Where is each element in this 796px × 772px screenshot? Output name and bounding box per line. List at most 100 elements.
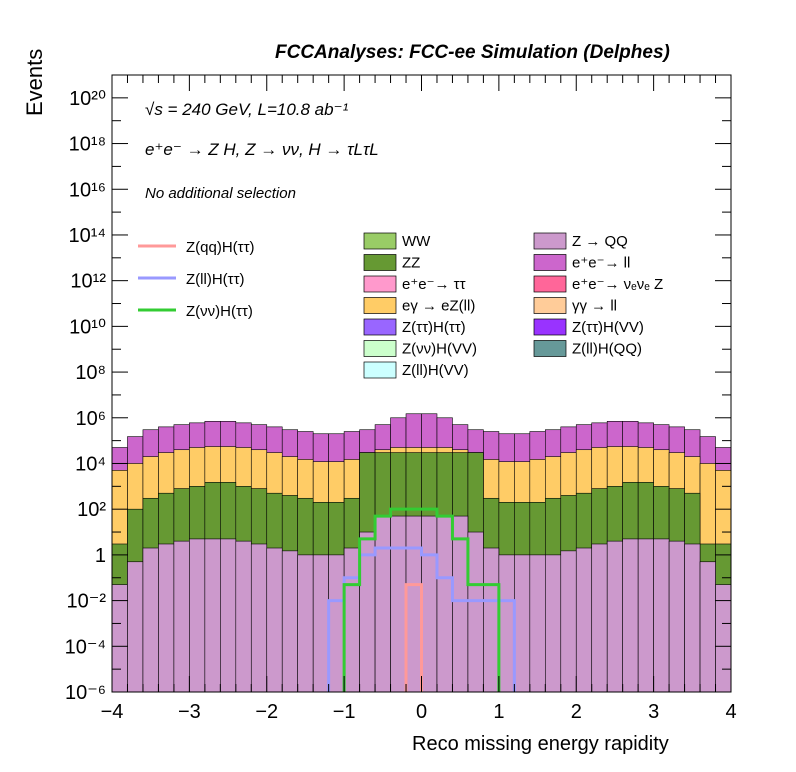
bin-Z_QQ <box>312 554 329 693</box>
legend-entry-Ztautau_HVV: Z(ττ)H(VV) <box>533 318 644 336</box>
legend-swatch <box>533 254 567 271</box>
legend-label: Z(ll)H(ττ) <box>186 271 245 288</box>
bin-Z_QQ <box>591 543 608 693</box>
bin-Z_QQ <box>606 540 623 693</box>
bin-Z_QQ <box>668 540 685 693</box>
process-annotation: e⁺e⁻ → Z H, Z → νν, H → τLτL <box>145 140 379 159</box>
legend-label: Z(νν)H(ττ) <box>186 303 253 320</box>
legend-label: ZZ <box>402 255 420 272</box>
legend-label: Z(ττ)H(ττ) <box>402 319 466 336</box>
bin-Z_QQ <box>575 547 593 693</box>
y-tick-label: 10⁴ <box>75 453 106 475</box>
bin-Z_QQ <box>158 543 175 693</box>
legend-swatch <box>363 361 397 379</box>
x-tick-label: −1 <box>333 701 356 723</box>
legend-line-Zll_Htautau: Z(ll)H(ττ) <box>138 271 245 288</box>
bin-Z_QQ <box>173 540 190 693</box>
bin-Z_QQ <box>328 554 345 693</box>
bin-Z_QQ <box>127 561 144 693</box>
y-tick-label: 10¹⁸ <box>69 134 106 156</box>
bin-Z_QQ <box>637 538 654 693</box>
x-tick-label: −2 <box>255 701 278 723</box>
bin-Z_QQ <box>266 547 283 693</box>
legend-line-Znunu_Htautau: Z(νν)H(ττ) <box>138 303 253 320</box>
bin-Z_QQ <box>281 550 299 693</box>
legend-entry-ee_nunuZ: e⁺e⁻→ νₑνₑ Z <box>533 275 663 293</box>
legend-swatch <box>363 254 397 271</box>
bin-Z_QQ <box>544 554 562 693</box>
y-tick-label: 10⁻⁴ <box>65 636 106 658</box>
tick-labels: −4 −3 −2 −1 0 1 2 3 4 10⁻⁶ 10⁻⁴ 10⁻² 1 10² 10⁴ 10⁶ 10⁸ 10… <box>65 88 737 723</box>
bin-Z_QQ <box>684 543 701 693</box>
bin-Z_QQ <box>142 547 159 693</box>
x-tick-label: −3 <box>178 701 201 723</box>
legend-swatch <box>533 318 567 336</box>
line-Zqq_Htautau <box>404 583 423 692</box>
path-Zqq_Htautau <box>404 583 423 692</box>
legend-label: Z(qq)H(ττ) <box>186 239 255 256</box>
legend-swatch <box>363 318 397 336</box>
bin-Z_QQ <box>560 550 577 693</box>
bin-Z_QQ <box>405 515 422 693</box>
x-tick-label: 3 <box>648 701 659 723</box>
legend-label: Z(νν)H(VV) <box>402 341 477 358</box>
y-tick-label: 10¹⁴ <box>69 225 107 247</box>
bin-Z_QQ <box>622 538 639 693</box>
bin-Z_QQ <box>220 538 237 693</box>
y-tick-label: 10²⁰ <box>69 88 106 110</box>
bin-Z_QQ <box>436 515 453 693</box>
y-tick-label: 10⁻² <box>67 591 107 613</box>
legend-label: e⁺e⁻→ ττ <box>402 276 466 293</box>
y-tick-label: 1 <box>95 545 106 567</box>
y-tick-label: 10⁻⁶ <box>65 682 106 704</box>
legend-swatch <box>533 275 567 293</box>
legend-entry-Zll_HVV: Z(ll)H(VV) <box>363 361 469 379</box>
legend-swatch <box>363 275 397 293</box>
x-tick-label: 0 <box>416 701 427 723</box>
bin-Z_QQ <box>421 515 438 693</box>
signal-lines <box>327 507 516 692</box>
x-tick-label: −4 <box>101 701 124 723</box>
legend-label: e⁺e⁻→ νₑνₑ Z <box>572 276 663 293</box>
legend-entry-Z_QQ: Z → QQ <box>533 232 628 250</box>
legend-entry-ZZ: ZZ <box>363 254 420 272</box>
legend-label: Z → QQ <box>572 233 628 250</box>
legend-label: WW <box>402 233 431 250</box>
x-tick-label: 4 <box>725 701 736 723</box>
y-tick-label: 10¹⁶ <box>69 179 106 201</box>
line-Zll_Htautau <box>327 546 516 692</box>
bin-Z_QQ <box>343 547 360 693</box>
selection-annotation: No additional selection <box>145 185 296 202</box>
legend-swatch <box>363 340 397 357</box>
path-Zll_Htautau <box>327 546 516 692</box>
legend-swatch <box>363 232 397 250</box>
legend-label: Z(ll)H(QQ) <box>572 341 642 358</box>
bin-Z_QQ <box>189 538 206 693</box>
bin-Z_QQ <box>514 554 531 693</box>
tick-marks <box>111 74 732 693</box>
legend-label: eγ → eZ(ll) <box>402 298 475 315</box>
legend-label: e⁺e⁻→ ll <box>572 255 630 272</box>
y-tick-label: 10¹⁰ <box>69 316 106 338</box>
legend-line-Zqq_Htautau: Z(qq)H(ττ) <box>138 239 255 256</box>
legend-entry-Znunu_HVV: Z(νν)H(VV) <box>363 340 477 358</box>
legend-swatch <box>363 297 397 314</box>
bin-Z_QQ <box>653 538 670 693</box>
y-tick-label: 10⁶ <box>76 408 106 430</box>
path-Znunu_Htautau <box>342 507 501 692</box>
line-Znunu_Htautau <box>342 507 501 692</box>
legend-entry-Zll_HQQ: Z(ll)H(QQ) <box>533 340 642 358</box>
legend-entry-ee_ll: e⁺e⁻→ ll <box>533 254 630 272</box>
bin-Z_QQ <box>452 515 469 693</box>
bin-Z_QQ <box>483 547 500 693</box>
bin-Z_QQ <box>390 515 407 693</box>
legend-label: γγ → ll <box>572 298 617 315</box>
y-tick-label: 10² <box>77 499 106 521</box>
bin-Z_QQ <box>699 561 716 693</box>
y-tick-label: 10⁸ <box>75 362 106 384</box>
legend-swatch <box>533 340 567 357</box>
legend-entry-WW: WW <box>363 232 431 250</box>
bin-Z_QQ <box>374 515 391 693</box>
y-tick-label: 10¹² <box>70 271 106 293</box>
